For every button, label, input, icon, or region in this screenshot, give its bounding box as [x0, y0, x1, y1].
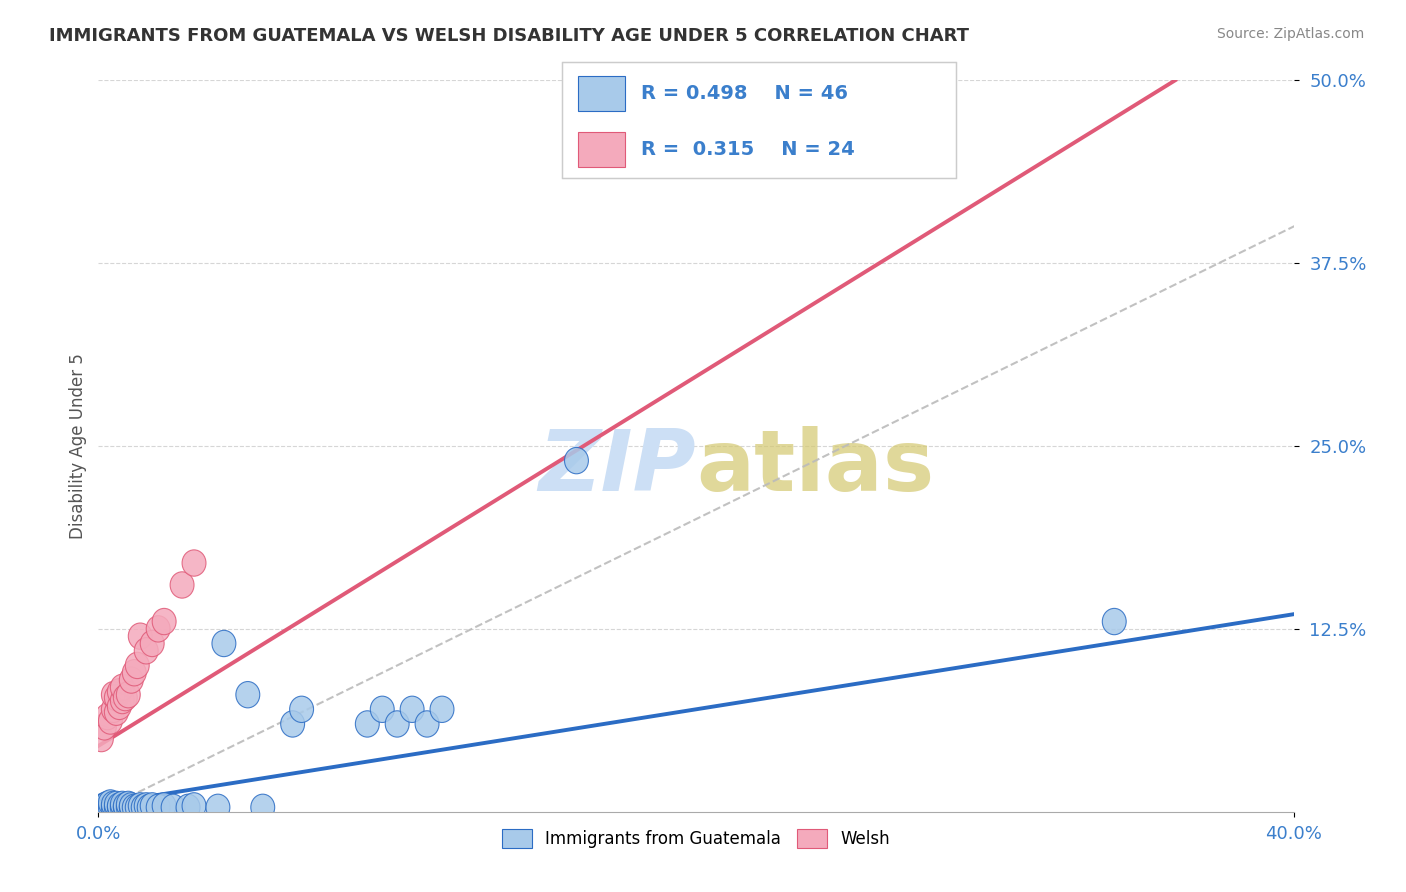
- Ellipse shape: [122, 794, 146, 821]
- Y-axis label: Disability Age Under 5: Disability Age Under 5: [69, 353, 87, 539]
- Bar: [578, 77, 626, 112]
- Ellipse shape: [141, 793, 165, 819]
- Ellipse shape: [111, 674, 135, 700]
- Ellipse shape: [111, 794, 135, 821]
- Ellipse shape: [96, 794, 120, 821]
- Ellipse shape: [141, 631, 165, 657]
- Ellipse shape: [135, 793, 159, 819]
- Ellipse shape: [114, 793, 138, 819]
- Ellipse shape: [128, 793, 152, 819]
- Ellipse shape: [101, 681, 125, 708]
- Ellipse shape: [183, 793, 207, 819]
- Ellipse shape: [107, 679, 131, 705]
- Ellipse shape: [96, 704, 120, 730]
- Ellipse shape: [96, 791, 120, 818]
- Ellipse shape: [101, 696, 125, 723]
- Ellipse shape: [117, 794, 141, 821]
- Ellipse shape: [114, 794, 138, 821]
- Ellipse shape: [125, 794, 149, 821]
- Ellipse shape: [93, 714, 117, 740]
- Ellipse shape: [152, 793, 176, 819]
- Ellipse shape: [107, 693, 131, 720]
- Ellipse shape: [98, 789, 122, 816]
- Ellipse shape: [1102, 608, 1126, 635]
- Ellipse shape: [117, 791, 141, 818]
- Ellipse shape: [104, 699, 128, 725]
- Ellipse shape: [104, 791, 128, 818]
- Ellipse shape: [146, 615, 170, 642]
- Bar: [578, 132, 626, 167]
- Ellipse shape: [138, 794, 162, 821]
- Ellipse shape: [135, 638, 159, 664]
- Legend: Immigrants from Guatemala, Welsh: Immigrants from Guatemala, Welsh: [495, 822, 897, 855]
- Ellipse shape: [120, 667, 143, 693]
- Text: IMMIGRANTS FROM GUATEMALA VS WELSH DISABILITY AGE UNDER 5 CORRELATION CHART: IMMIGRANTS FROM GUATEMALA VS WELSH DISAB…: [49, 27, 969, 45]
- Ellipse shape: [101, 791, 125, 818]
- Ellipse shape: [107, 794, 131, 821]
- Ellipse shape: [104, 684, 128, 711]
- Ellipse shape: [146, 794, 170, 821]
- Text: R =  0.315    N = 24: R = 0.315 N = 24: [641, 140, 855, 159]
- Ellipse shape: [128, 623, 152, 649]
- Text: Source: ZipAtlas.com: Source: ZipAtlas.com: [1216, 27, 1364, 41]
- Ellipse shape: [281, 711, 305, 737]
- Ellipse shape: [207, 794, 231, 821]
- Ellipse shape: [250, 794, 274, 821]
- Ellipse shape: [152, 608, 176, 635]
- Ellipse shape: [430, 696, 454, 723]
- Ellipse shape: [212, 631, 236, 657]
- Ellipse shape: [114, 684, 138, 711]
- Ellipse shape: [93, 793, 117, 819]
- Ellipse shape: [90, 794, 114, 821]
- Ellipse shape: [356, 711, 380, 737]
- Ellipse shape: [176, 794, 200, 821]
- Ellipse shape: [385, 711, 409, 737]
- Ellipse shape: [111, 688, 135, 714]
- Ellipse shape: [90, 725, 114, 752]
- Ellipse shape: [131, 794, 155, 821]
- Ellipse shape: [117, 681, 141, 708]
- Ellipse shape: [170, 572, 194, 599]
- Ellipse shape: [236, 681, 260, 708]
- Ellipse shape: [98, 708, 122, 734]
- Ellipse shape: [370, 696, 394, 723]
- Ellipse shape: [120, 793, 143, 819]
- Text: ZIP: ZIP: [538, 426, 696, 509]
- Text: atlas: atlas: [696, 426, 934, 509]
- Text: R = 0.498    N = 46: R = 0.498 N = 46: [641, 84, 848, 103]
- Ellipse shape: [120, 794, 143, 821]
- Ellipse shape: [125, 652, 149, 679]
- Ellipse shape: [290, 696, 314, 723]
- Ellipse shape: [101, 794, 125, 821]
- Ellipse shape: [162, 794, 186, 821]
- Ellipse shape: [104, 794, 128, 821]
- Ellipse shape: [183, 549, 207, 576]
- Ellipse shape: [565, 448, 589, 474]
- Ellipse shape: [401, 696, 425, 723]
- Ellipse shape: [107, 793, 131, 819]
- Ellipse shape: [122, 659, 146, 686]
- Ellipse shape: [415, 711, 439, 737]
- Ellipse shape: [111, 791, 135, 818]
- Ellipse shape: [98, 794, 122, 821]
